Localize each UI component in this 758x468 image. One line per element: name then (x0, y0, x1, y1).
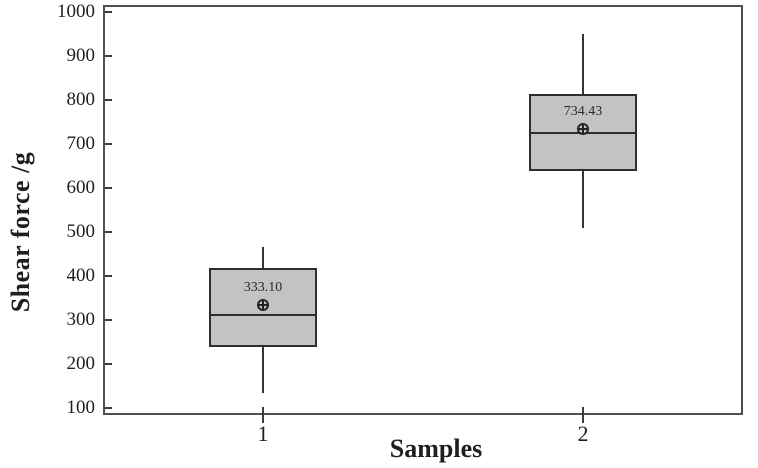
y-axis-tick-label: 100 (66, 396, 96, 418)
y-axis-tick-label: 500 (66, 220, 96, 242)
y-axis-tick-label: 900 (66, 45, 96, 67)
y-axis-tick (105, 274, 112, 277)
y-axis-tick (105, 143, 112, 145)
y-axis-tick (105, 11, 112, 14)
y-axis-tick-label: 800 (66, 89, 96, 111)
x-axis-tick-label: 2 (577, 421, 589, 446)
plot-area (103, 5, 743, 415)
y-axis-tick-label: 300 (66, 308, 96, 330)
y-axis-tick-label: 1000 (57, 1, 95, 23)
mean-value-label: 734.43 (563, 103, 603, 119)
y-axis-tick (105, 406, 112, 409)
y-axis-tick (105, 55, 112, 58)
x-axis-title: Samples (389, 434, 483, 463)
y-axis-tick-label: 400 (66, 264, 96, 286)
y-axis-tick (105, 99, 112, 102)
mean-marker-icon (577, 122, 589, 135)
y-axis-tick (105, 318, 112, 321)
x-axis-tick (582, 407, 584, 423)
x-axis-tick (262, 407, 264, 423)
mean-value-label: 333.10 (243, 280, 283, 296)
y-axis-tick (105, 362, 112, 365)
y-axis-tick (105, 230, 112, 233)
mean-marker-icon (257, 299, 269, 312)
y-axis-tick-label: 600 (66, 177, 96, 198)
y-axis-tick (105, 187, 112, 189)
median-line (209, 313, 317, 316)
y-axis-tick-label: 200 (66, 352, 96, 374)
x-axis-tick-label: 1 (257, 421, 269, 446)
y-axis-tick-label: 700 (66, 133, 96, 154)
